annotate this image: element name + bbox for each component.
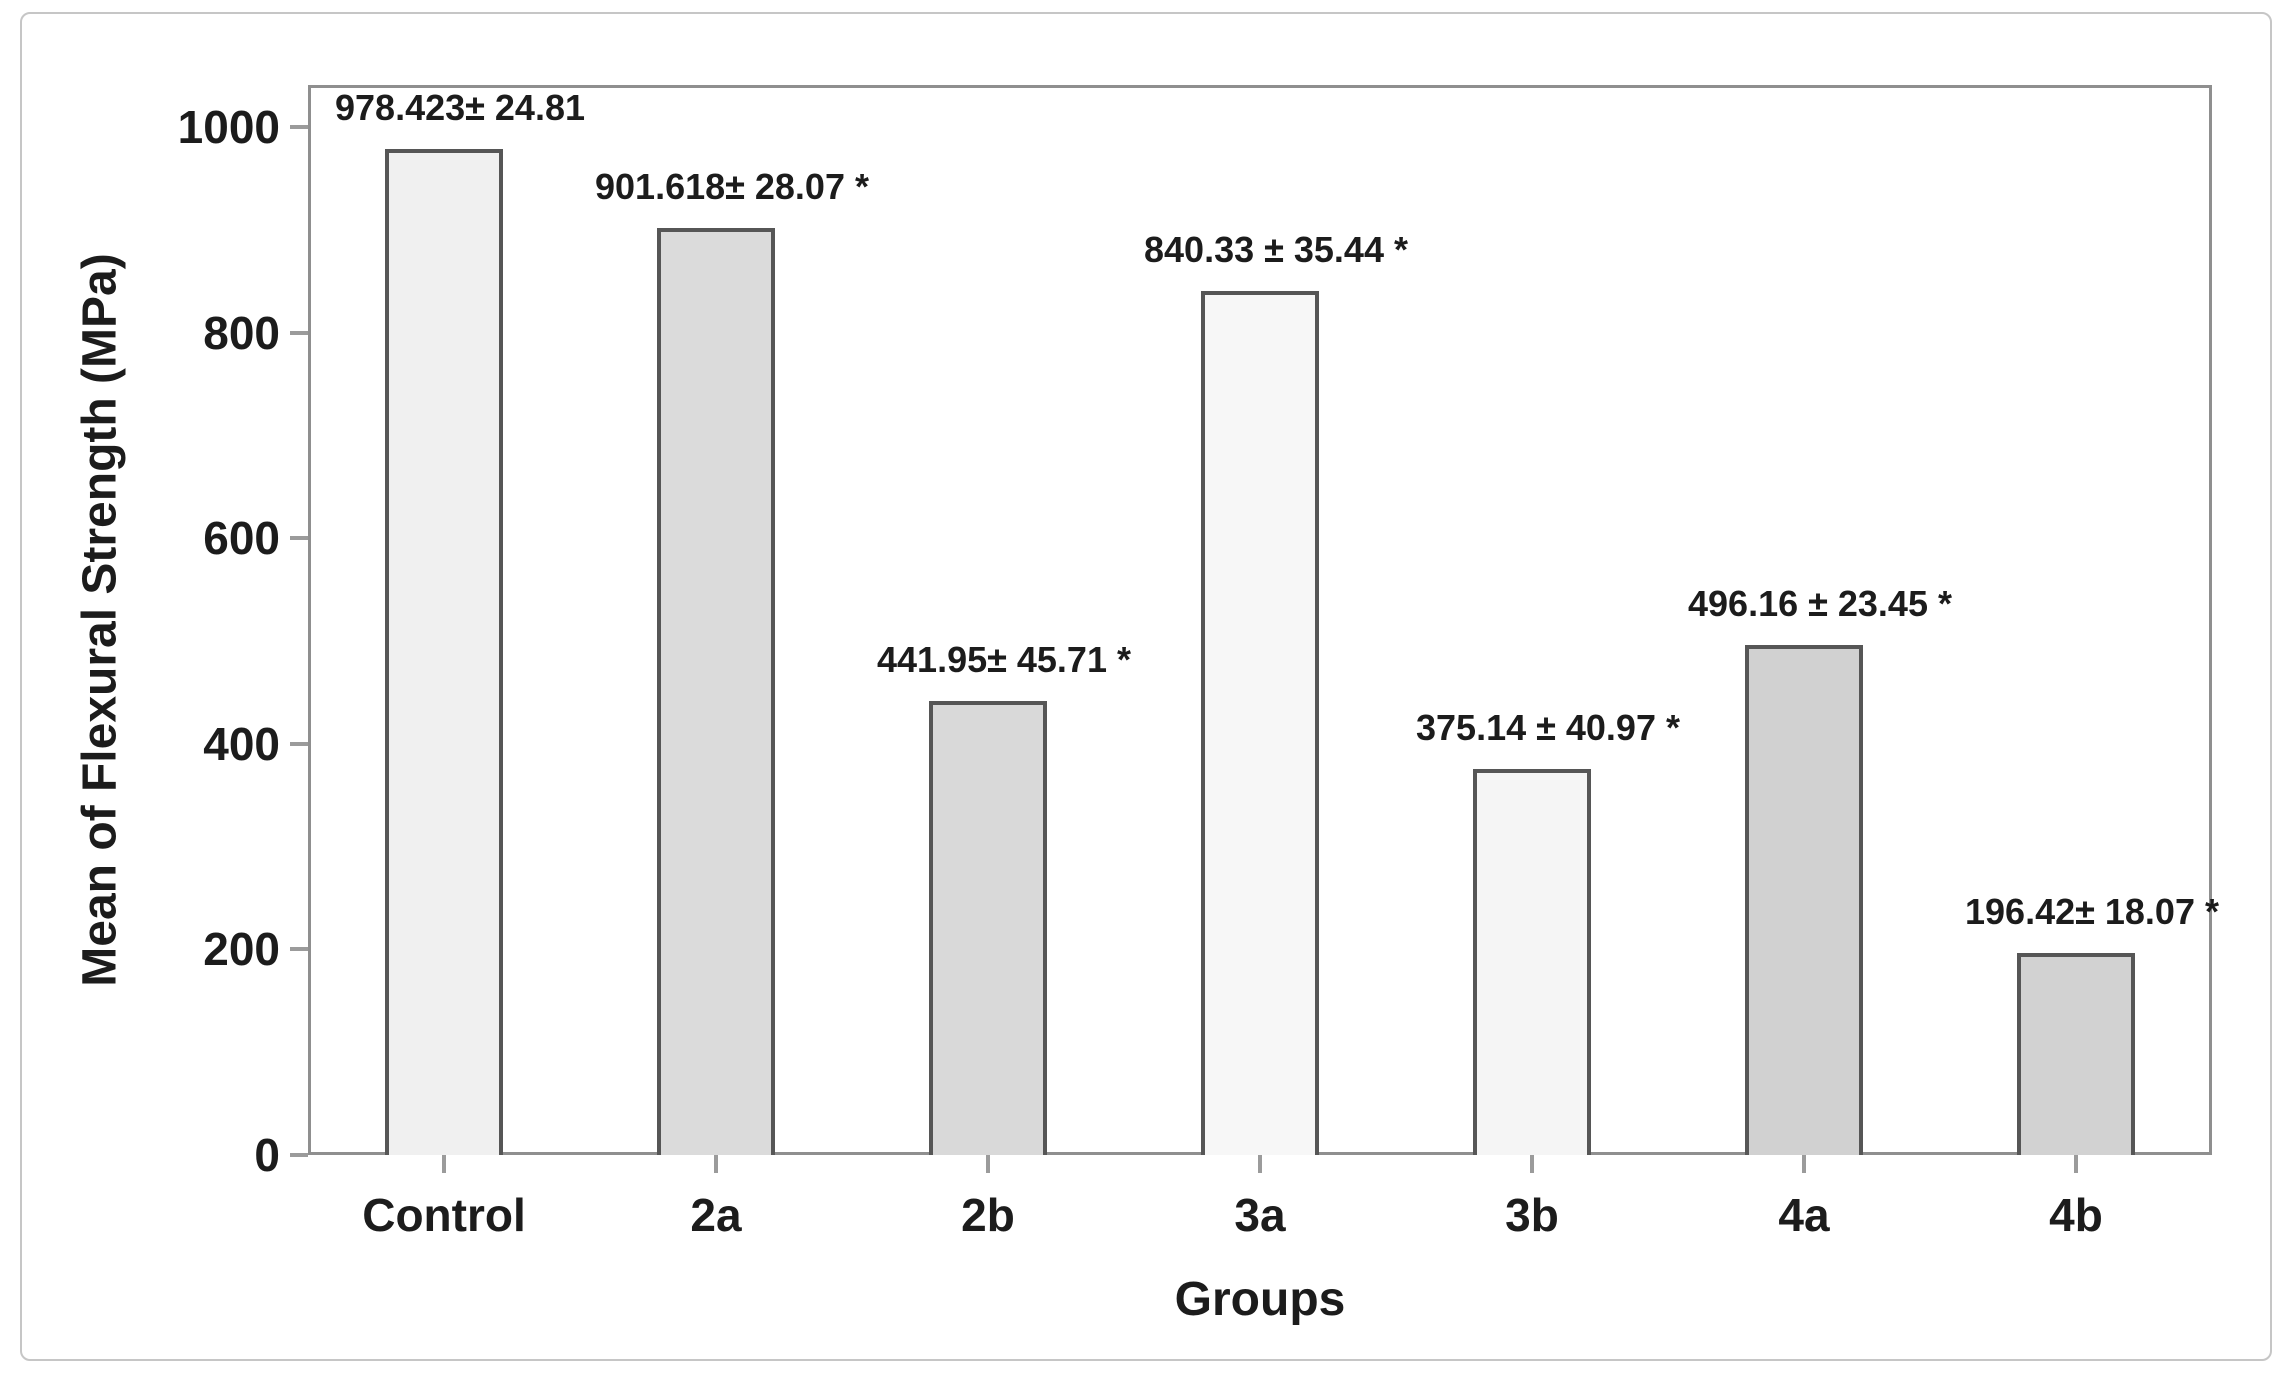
bar-3b: [1473, 769, 1591, 1155]
y-tick-mark: [290, 330, 308, 335]
bar-value-label: 496.16 ± 23.45 *: [1688, 582, 1952, 624]
y-axis-title: Mean of Flexural Strength (MPa): [73, 253, 127, 987]
x-category-label: 4a: [1778, 1189, 1830, 1241]
x-tick-mark: [442, 1155, 446, 1173]
x-category-label: 3a: [1234, 1189, 1286, 1241]
bar-value-label: 840.33 ± 35.44 *: [1144, 229, 1408, 271]
x-tick-mark: [1530, 1155, 1534, 1173]
y-tick-mark: [290, 741, 308, 746]
x-tick-mark: [1802, 1155, 1806, 1173]
bar-value-label: 901.618± 28.07 *: [595, 166, 869, 208]
x-tick-mark: [986, 1155, 990, 1173]
bar-value-label: 978.423± 24.81: [335, 87, 585, 129]
bar-2a: [657, 228, 775, 1155]
y-tick-label: 400: [203, 717, 280, 770]
bar-2b: [929, 700, 1047, 1155]
y-tick-label: 1000: [177, 101, 280, 153]
bar-4a: [1745, 644, 1863, 1155]
bar-4b: [2017, 953, 2135, 1155]
y-tick-mark: [290, 947, 308, 952]
x-tick-mark: [1258, 1155, 1262, 1173]
x-tick-mark: [2074, 1155, 2078, 1173]
x-category-label: 2b: [961, 1189, 1015, 1241]
x-category-label: 3b: [1505, 1189, 1559, 1241]
bar-3a: [1201, 291, 1319, 1155]
bar-value-label: 441.95± 45.71 *: [877, 638, 1131, 680]
x-category-label: Control: [362, 1189, 526, 1241]
y-tick-label: 600: [203, 512, 280, 565]
x-category-label: 2a: [690, 1189, 742, 1241]
y-tick-label: 200: [203, 923, 280, 976]
bar-value-label: 375.14 ± 40.97 *: [1416, 707, 1680, 749]
y-tick-label: 0: [254, 1129, 280, 1181]
bar-control: [385, 149, 503, 1155]
x-category-label: 4b: [2049, 1189, 2103, 1241]
x-axis-title: Groups: [1174, 1273, 1346, 1326]
y-tick-mark: [290, 536, 308, 541]
bar-value-label: 196.42± 18.07 *: [1965, 891, 2219, 933]
y-tick-mark: [290, 125, 308, 129]
y-tick-label: 800: [203, 306, 280, 359]
x-tick-mark: [714, 1155, 718, 1173]
y-tick-mark: [290, 1153, 308, 1157]
